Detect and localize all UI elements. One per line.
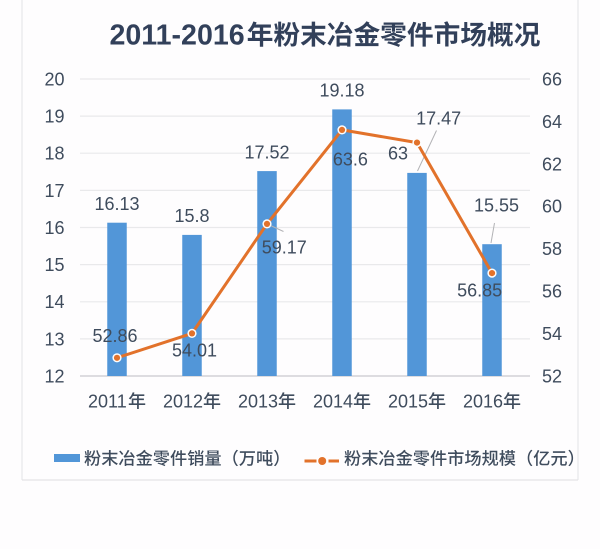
svg-text:16.13: 16.13 [94,194,139,214]
svg-text:59.17: 59.17 [262,238,307,258]
svg-text:2011: 2011 [88,392,127,412]
svg-text:15.55: 15.55 [474,196,519,216]
svg-text:15: 15 [44,255,64,275]
svg-text:18: 18 [44,144,64,164]
svg-text:20: 20 [44,69,64,89]
svg-text:19.18: 19.18 [319,81,364,101]
svg-text:52: 52 [542,366,562,386]
svg-text:58: 58 [542,239,562,259]
svg-text:64: 64 [542,112,562,132]
svg-text:2013: 2013 [238,392,278,412]
svg-text:17.47: 17.47 [416,109,461,129]
svg-text:63.6: 63.6 [333,150,368,170]
svg-text:2015: 2015 [388,392,428,412]
svg-text:15.8: 15.8 [174,206,209,226]
svg-text:60: 60 [542,197,562,217]
svg-text:2011-2016: 2011-2016 [110,19,245,51]
svg-text:14: 14 [44,292,64,312]
svg-text:62: 62 [542,154,562,174]
svg-text:54: 54 [542,324,562,344]
svg-text:56.85: 56.85 [457,281,502,301]
svg-text:13: 13 [44,329,64,349]
svg-text:63: 63 [388,144,408,164]
svg-text:12: 12 [44,366,64,386]
svg-text:66: 66 [542,69,562,89]
svg-text:54.01: 54.01 [172,341,217,361]
svg-text:16: 16 [44,218,64,238]
svg-text:19: 19 [44,107,64,127]
svg-text:52.86: 52.86 [92,326,137,346]
svg-text:17: 17 [44,181,64,201]
svg-text:2016: 2016 [463,392,503,412]
svg-text:2014: 2014 [313,392,353,412]
svg-text:2012: 2012 [163,392,203,412]
svg-text:17.52: 17.52 [244,142,289,162]
svg-text:56: 56 [542,282,562,302]
